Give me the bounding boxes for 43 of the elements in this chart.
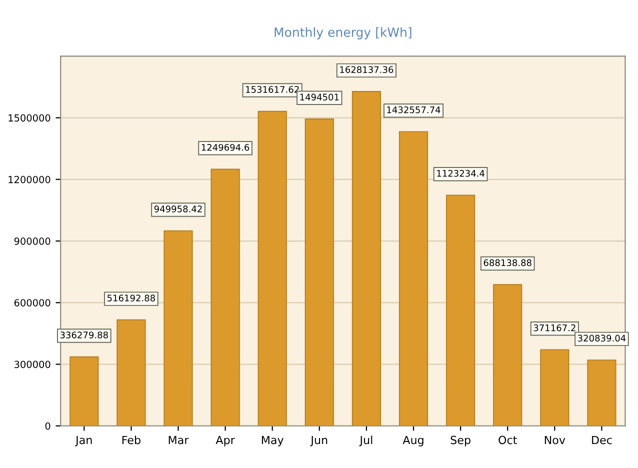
y-tick-label: 0 [45, 422, 50, 430]
bar [258, 110, 287, 426]
data-label: 1432557.74 [387, 106, 440, 114]
data-label: 371167.2 [534, 324, 576, 332]
data-label: 516192.88 [107, 294, 155, 302]
y-tick-label: 300000 [14, 360, 50, 368]
x-tick-label: Mar [168, 436, 189, 444]
x-tick-label: Oct [498, 436, 517, 444]
bar [210, 168, 240, 426]
bar [446, 194, 476, 426]
bar [116, 319, 146, 426]
data-label: 1531617.62 [246, 86, 299, 93]
bar [164, 230, 193, 426]
x-tick-label: Sep [450, 436, 470, 446]
x-tick-label: Jun [310, 436, 328, 446]
bar [352, 91, 381, 426]
x-tick-label: Dec [592, 436, 612, 444]
bar [398, 131, 428, 426]
data-label: 336279.88 [60, 332, 108, 338]
bar [587, 360, 616, 426]
x-tick-label: Apr [216, 436, 235, 446]
y-tick-label: 900000 [14, 238, 50, 245]
bar [70, 356, 99, 426]
y-tick-label: 1500000 [8, 114, 50, 122]
x-tick-label: Feb [122, 436, 140, 444]
x-tick-label: Aug [402, 436, 424, 446]
data-label: 320839.04 [578, 334, 626, 342]
data-label: 1123234.4 [437, 170, 484, 177]
x-tick-label: Nov [544, 436, 566, 444]
bar [540, 349, 570, 426]
chart-title: Monthly energy [kWh] [274, 27, 412, 40]
data-label: 1628137.36 [340, 66, 394, 74]
bar [493, 284, 522, 426]
bar [304, 118, 334, 426]
x-tick-label: May [262, 436, 284, 446]
y-tick-label: 600000 [14, 299, 50, 306]
data-label: 1249694.6 [202, 144, 250, 151]
x-tick-label: Jan [74, 436, 92, 446]
data-label: 688138.88 [484, 259, 532, 266]
x-tick-label: Jul [359, 436, 372, 446]
data-label: 1494501 [300, 94, 339, 100]
data-label: 949958.42 [154, 206, 202, 212]
y-tick-label: 1200000 [8, 176, 50, 184]
